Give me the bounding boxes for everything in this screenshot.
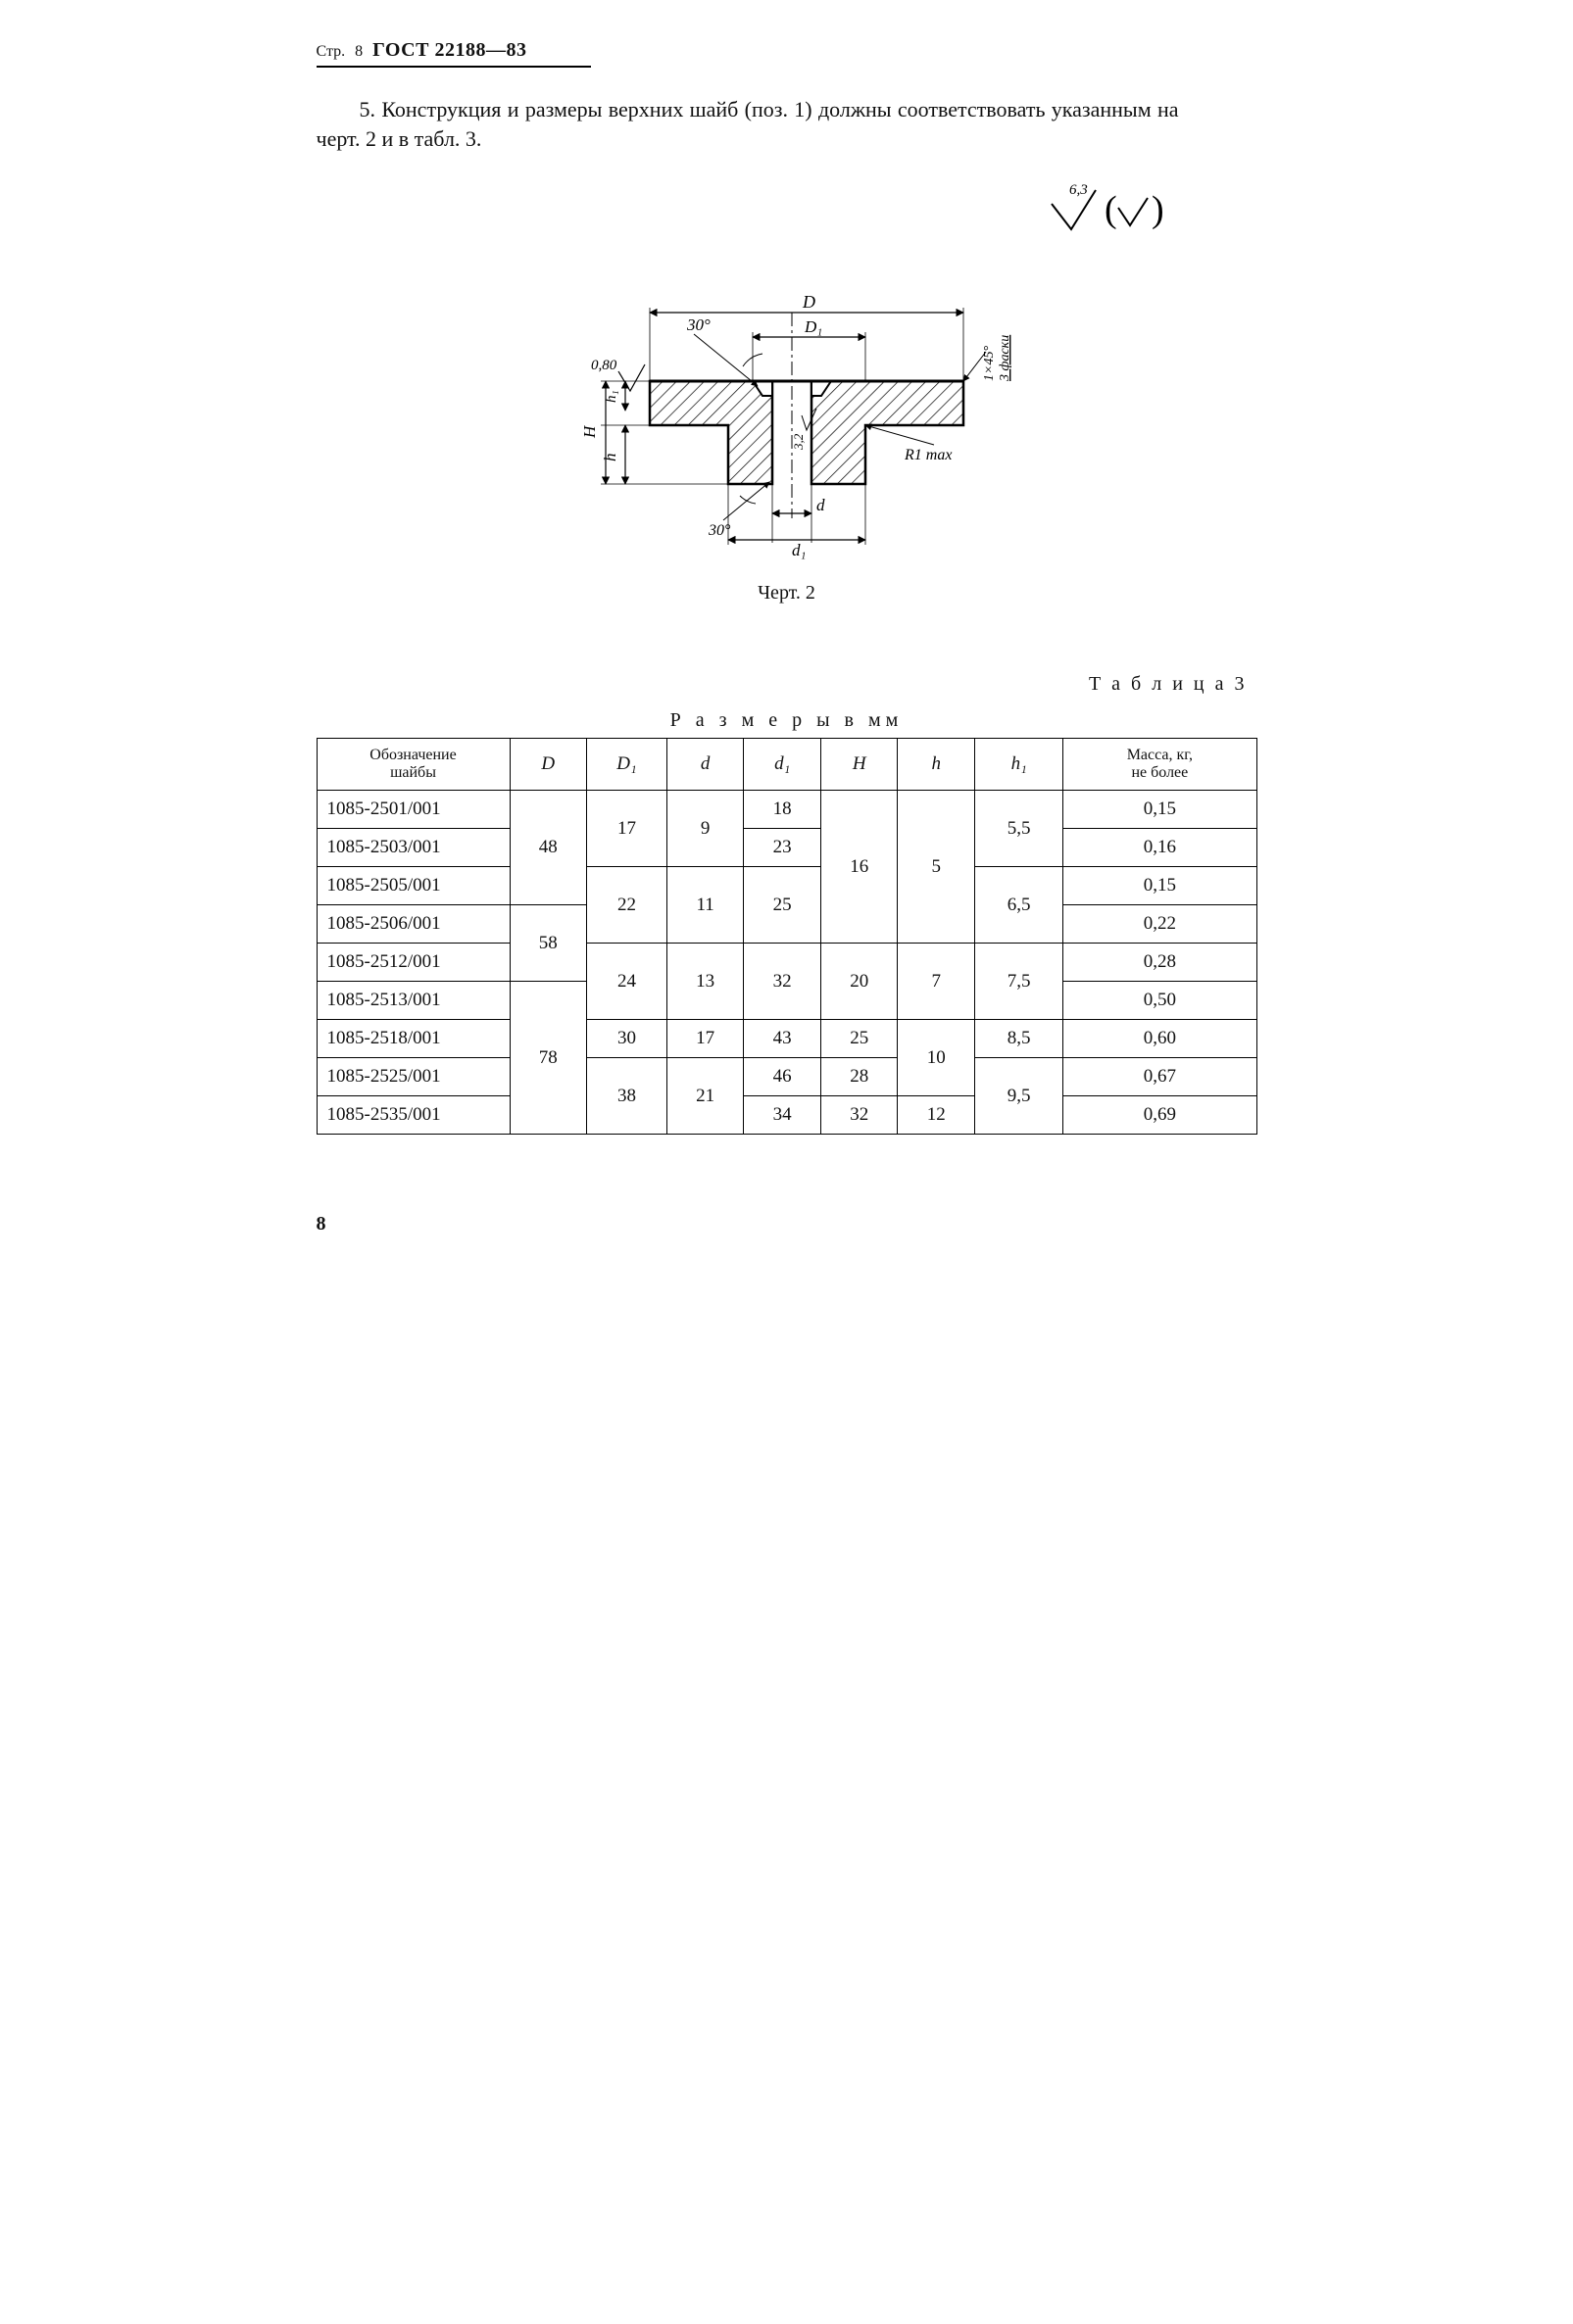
table-row: 1085-2503/001 23 0,16 (317, 829, 1256, 867)
col-d: d (666, 739, 744, 791)
col-H: H (820, 739, 898, 791)
col-D1: D₁ (587, 739, 667, 791)
paragraph-5: 5. Конструкция и размеры верхних шайб (п… (317, 95, 1179, 153)
table-row: 1085-2512/001 24 13 32 20 7 7,5 0,28 (317, 944, 1256, 982)
dim-d-label: d (816, 496, 825, 514)
table-caption: Р а з м е р ы в мм (317, 709, 1257, 732)
dimensions-table: Обозначение шайбы D D₁ d d₁ H h h₁ Масса… (317, 738, 1257, 1135)
table-header-row: Обозначение шайбы D D₁ d d₁ H h h₁ Масса… (317, 739, 1256, 791)
page-header: Стр. 8 ГОСТ 22188—83 (317, 39, 591, 68)
page-number: 8 (355, 43, 363, 61)
table-row: 1085-2505/001 22 11 25 6,5 0,15 (317, 867, 1256, 905)
col-h: h (898, 739, 975, 791)
footer-page-number: 8 (317, 1213, 1257, 1235)
table-label: Т а б л и ц а 3 (317, 673, 1257, 696)
table-row: 1085-2501/001 48 17 9 18 16 5 5,5 0,15 (317, 791, 1256, 829)
col-h1: h₁ (975, 739, 1063, 791)
col-mass: Масса, кг, не более (1063, 739, 1256, 791)
col-d1: d₁ (744, 739, 821, 791)
col-designation: Обозначение шайбы (317, 739, 510, 791)
dim-h1-label: h₁ (604, 391, 619, 404)
table-row: 1085-2518/001 30 17 43 25 10 8,5 0,60 (317, 1020, 1256, 1058)
inner-roughness-label: 3,2 (791, 434, 806, 452)
technical-drawing: D D₁ 30° 0,80 H h h₁ (317, 254, 1257, 572)
r1-label: R1 max (904, 447, 952, 463)
chamfer-label: 1×45° (982, 346, 997, 381)
dim-d1-label: d₁ (792, 541, 806, 559)
dim-D1-label: D₁ (804, 317, 822, 336)
page-label: Стр. (317, 43, 346, 61)
ra-value: 6,3 (1069, 182, 1088, 198)
angle-bottom-label: 30° (708, 522, 731, 539)
figure-caption: Черт. 2 (317, 582, 1257, 605)
svg-text:): ) (1152, 189, 1164, 230)
dim-H-label: H (580, 424, 599, 439)
svg-text:(: ( (1105, 189, 1117, 230)
col-D: D (510, 739, 587, 791)
table-row: 1085-2525/001 38 21 46 28 9,5 0,67 (317, 1058, 1256, 1096)
roughness-label: 0,80 (591, 358, 617, 373)
surface-finish-symbol: 6,3 ( ) (317, 182, 1257, 246)
chamfer-note-label: 3 фаски (998, 335, 1012, 382)
dim-D-label: D (802, 292, 815, 312)
table-row: 1085-2535/001 34 32 12 0,69 (317, 1096, 1256, 1135)
dim-h-label: h (601, 454, 619, 462)
standard-number: ГОСТ 22188—83 (372, 39, 526, 62)
angle-top-label: 30° (686, 315, 711, 334)
